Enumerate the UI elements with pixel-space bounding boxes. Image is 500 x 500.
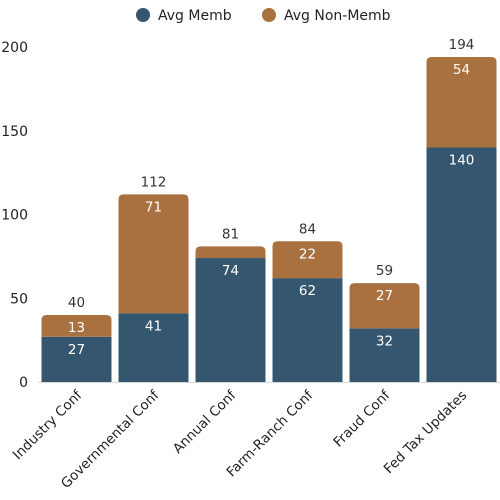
bar-avg-non-memb-fed-tax-updates (426, 57, 497, 148)
bar-avg-non-memb-annual-conf (195, 246, 266, 259)
x-tick-label-fraud-conf: Fraud Conf (330, 387, 394, 451)
bar-avg-memb-fraud-conf-value-label: 32 (376, 333, 393, 349)
x-tick-label-annual-conf: Annual Conf (170, 387, 240, 457)
bars: 27 13 40 41 71 112 74 81 62 22 84 32 27 59 140 54 194 (41, 37, 497, 382)
x-tick-label-industry-conf: Industry Conf (10, 387, 86, 463)
y-tick-label: 0 (19, 375, 28, 391)
x-tick-label-farm-ranch-conf: Farm-Ranch Conf (223, 387, 317, 481)
total-label-fed-tax-updates: 194 (449, 37, 475, 53)
bar-avg-memb-fed-tax-updates (426, 147, 497, 382)
legend-label: Avg Memb (158, 8, 232, 24)
legend-swatch (262, 8, 276, 22)
bar-avg-memb-farm-ranch-conf (272, 278, 343, 382)
legend-label: Avg Non-Memb (284, 8, 391, 24)
total-label-fraud-conf: 59 (376, 263, 393, 279)
bar-avg-non-memb-governmental-conf (118, 194, 189, 314)
legend: Avg Memb Avg Non-Memb (136, 8, 391, 24)
bar-avg-memb-annual-conf (195, 258, 266, 382)
total-label-governmental-conf: 112 (141, 174, 167, 190)
bar-avg-non-memb-industry-conf (41, 315, 112, 337)
bar-avg-non-memb-fed-tax-updates-value-label: 54 (453, 62, 470, 78)
y-tick-label: 150 (1, 124, 28, 140)
total-label-annual-conf: 81 (222, 226, 239, 242)
total-label-farm-ranch-conf: 84 (299, 221, 316, 237)
y-tick-label: 50 (10, 291, 28, 307)
bar-avg-non-memb-fraud-conf (349, 283, 420, 329)
bar-avg-non-memb-governmental-conf-value-label: 71 (145, 199, 162, 215)
bar-avg-memb-industry-conf-value-label: 27 (68, 342, 85, 358)
bar-avg-non-memb-fraud-conf-value-label: 27 (376, 288, 393, 304)
bar-avg-non-memb-industry-conf-value-label: 13 (68, 320, 85, 336)
bar-avg-memb-fraud-conf (349, 328, 420, 382)
total-label-industry-conf: 40 (68, 295, 85, 311)
legend-item-avg-memb: Avg Memb (136, 8, 232, 24)
bar-avg-memb-governmental-conf (118, 313, 189, 382)
legend-item-avg-non-memb: Avg Non-Memb (262, 8, 391, 24)
bar-avg-memb-annual-conf-value-label: 74 (222, 263, 239, 279)
legend-swatch (136, 8, 150, 22)
y-tick-label: 200 (1, 40, 28, 56)
x-tick-label-fed-tax-updates: Fed Tax Updates (381, 388, 471, 478)
bar-avg-memb-farm-ranch-conf-value-label: 62 (299, 283, 316, 299)
bar-avg-memb-fed-tax-updates-value-label: 140 (449, 153, 475, 169)
y-axis: 0 50 100 150 200 (1, 40, 28, 391)
y-tick-label: 100 (1, 208, 28, 224)
bar-avg-memb-governmental-conf-value-label: 41 (145, 318, 162, 334)
bar-avg-non-memb-farm-ranch-conf (272, 241, 343, 279)
bar-avg-memb-industry-conf (41, 336, 112, 382)
bar-avg-non-memb-farm-ranch-conf-value-label: 22 (299, 246, 316, 262)
